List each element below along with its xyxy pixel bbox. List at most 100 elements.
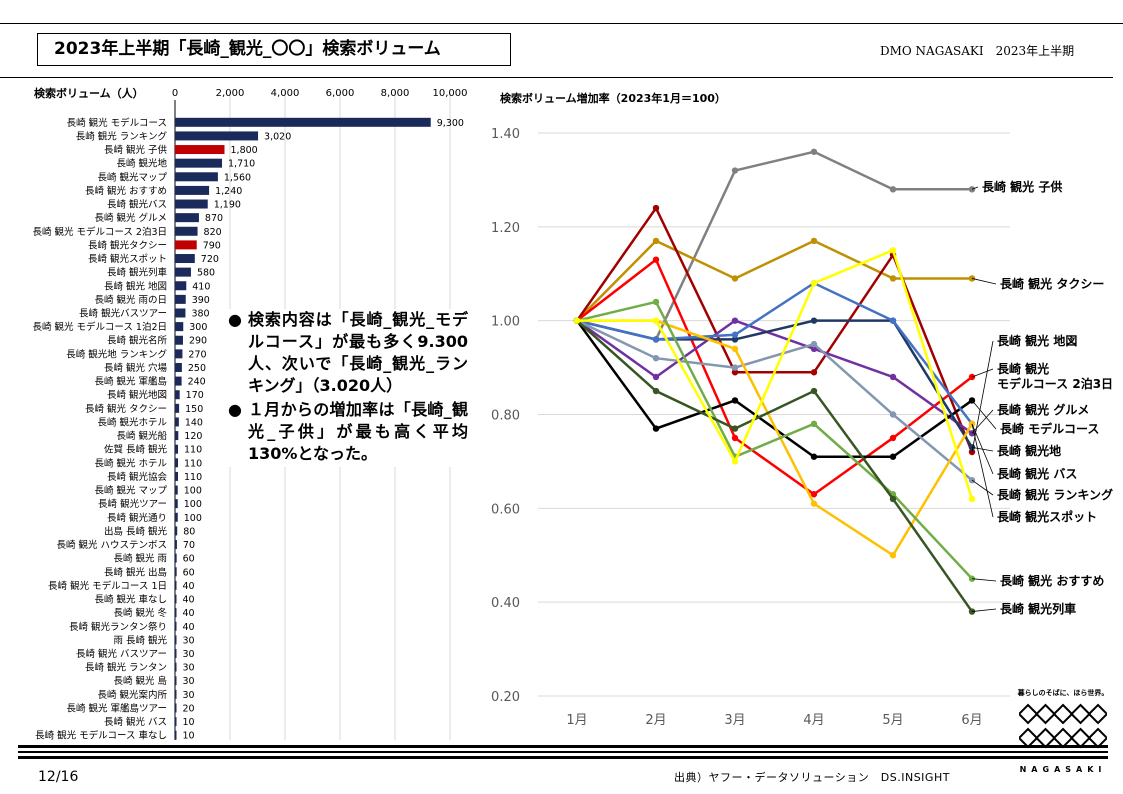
bar xyxy=(175,117,431,127)
series-end-label: 長崎 観光 グルメ xyxy=(997,402,1089,417)
bar xyxy=(175,199,208,209)
series-end-label: 長崎 観光 地図 xyxy=(997,333,1077,348)
bar-value-label: 60 xyxy=(183,567,195,578)
series-end-label-line: 長崎 モデルコース xyxy=(1000,421,1099,436)
category-label: 長崎 観光 モデルコース xyxy=(67,117,167,129)
bar-value-label: 70 xyxy=(183,540,195,551)
bar xyxy=(175,376,182,386)
bar-value-label: 390 xyxy=(192,295,210,306)
bar xyxy=(175,267,191,277)
category-label: 長崎 観光 モデルコース 1日 xyxy=(48,580,167,592)
series-end-label: 長崎 観光スポット xyxy=(997,509,1097,524)
category-label: 長崎 観光通り xyxy=(107,512,167,524)
bar xyxy=(175,308,186,318)
series xyxy=(573,317,976,460)
bar xyxy=(175,540,177,550)
bar xyxy=(175,526,178,536)
bar-value-label: 270 xyxy=(188,349,206,360)
series-line xyxy=(576,319,974,613)
bar-value-label: 1,800 xyxy=(231,145,258,156)
series-point xyxy=(652,237,660,245)
bar xyxy=(175,390,180,400)
bar xyxy=(175,158,223,168)
category-label: 長崎 観光 ホテル xyxy=(94,457,167,469)
x-tick-label: 8,000 xyxy=(381,88,410,99)
logo-diamond xyxy=(1087,727,1107,749)
y-tick-label: 1.00 xyxy=(491,315,520,330)
series-end-label-line: 長崎 観光 ランキング xyxy=(997,487,1113,502)
x-tick-label: 10,000 xyxy=(433,88,468,99)
series-end-label-line: 長崎 観光 地図 xyxy=(997,333,1077,348)
x-tick-label: 1月 xyxy=(566,713,587,728)
category-label: 長崎 観光バス xyxy=(107,199,167,211)
bar xyxy=(175,689,177,699)
leader-line xyxy=(971,400,997,430)
category-label: 長崎 観光ランタン祭り xyxy=(69,621,167,633)
bar-value-label: 250 xyxy=(188,363,206,374)
leader-line xyxy=(971,340,994,453)
bar xyxy=(175,676,177,686)
bar-value-label: 380 xyxy=(191,308,209,319)
category-label: 長崎 観光 子供 xyxy=(104,144,168,156)
category-label: 長崎 観光 軍艦島ツアー xyxy=(67,702,167,714)
category-label: 長崎 観光タクシー xyxy=(88,239,167,251)
category-label: 長崎 観光 モデルコース 2泊3日 xyxy=(33,226,167,238)
series-point xyxy=(810,279,818,287)
bar-value-label: 870 xyxy=(205,213,223,224)
bar xyxy=(175,730,177,740)
leader-line xyxy=(971,608,997,612)
series-point xyxy=(731,434,739,442)
series-end-label-line: 長崎 観光 グルメ xyxy=(997,402,1089,417)
bar xyxy=(175,431,179,441)
bar xyxy=(175,458,179,468)
bar-value-label: 40 xyxy=(183,581,195,592)
bar xyxy=(175,172,218,182)
bar xyxy=(175,322,184,332)
bar xyxy=(175,648,177,658)
bar xyxy=(175,240,197,250)
bar-value-label: 30 xyxy=(183,676,195,687)
series xyxy=(573,317,976,615)
bar-value-label: 30 xyxy=(183,635,195,646)
series-point xyxy=(968,448,976,456)
bar-value-label: 790 xyxy=(203,240,221,251)
series-end-label-line: 長崎 観光 おすすめ xyxy=(1000,573,1104,588)
logo-diamond xyxy=(1035,703,1056,725)
category-label: 長崎 観光 ランタン xyxy=(85,662,167,674)
category-label: 長崎 観光 ランキング xyxy=(76,130,168,142)
category-label: 長崎 観光 出島 xyxy=(104,566,167,578)
line-chart-title: 検索ボリューム増加率（2023年1月＝100） xyxy=(500,92,726,105)
series-point xyxy=(731,369,739,376)
series-point xyxy=(652,336,660,343)
bar xyxy=(175,294,186,304)
category-label: 長崎 観光名所 xyxy=(107,335,168,347)
bar xyxy=(175,281,187,291)
category-label: 長崎 観光 モデルコース 車なし xyxy=(35,730,167,740)
bar-value-label: 1,240 xyxy=(215,186,242,197)
y-tick-label: 1.40 xyxy=(491,127,520,142)
series-line xyxy=(576,319,973,435)
series-point xyxy=(731,364,739,371)
bar-value-label: 110 xyxy=(184,458,202,469)
series-point xyxy=(968,575,976,582)
bar-value-label: 40 xyxy=(183,608,195,619)
category-label: 雨 長崎 観光 xyxy=(113,634,167,646)
bar-value-label: 30 xyxy=(183,663,195,674)
category-label: 長崎 観光 バスツアー xyxy=(76,648,167,660)
series-point xyxy=(889,453,897,460)
note-item-2: ● １月からの増加率は「長崎_観光_子供」が最も高く平均130%となった。 xyxy=(228,399,468,465)
y-tick-label: 0.80 xyxy=(491,409,520,424)
note-item-1: ● 検索内容は「長崎_観光_モデルコース」が最も多く9.300人、次いで「長崎_… xyxy=(228,309,468,397)
leader-line xyxy=(971,278,997,285)
series-point xyxy=(810,453,818,460)
category-label: 長崎 観光 タクシー xyxy=(85,403,167,415)
series-point xyxy=(810,237,818,245)
category-label: 長崎 観光 ハウステンボス xyxy=(56,539,167,551)
logo-diamond xyxy=(1070,727,1091,749)
bar-value-label: 120 xyxy=(184,431,202,442)
series xyxy=(573,317,976,451)
series xyxy=(573,247,976,503)
series-point xyxy=(652,373,660,381)
series-end-label: 長崎 観光 バス xyxy=(997,466,1077,481)
x-tick-label: 4,000 xyxy=(271,88,300,99)
